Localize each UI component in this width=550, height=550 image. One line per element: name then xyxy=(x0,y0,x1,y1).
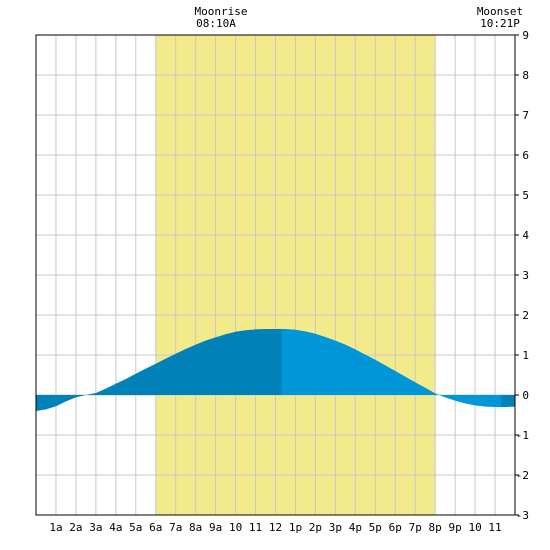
x-tick-label: 3p xyxy=(329,521,342,534)
x-tick-label: 12 xyxy=(269,521,282,534)
y-tick-label: 4 xyxy=(522,229,529,242)
y-tick-label: 6 xyxy=(522,149,529,162)
y-tick-label: 5 xyxy=(522,189,529,202)
x-tick-label: 2a xyxy=(69,521,82,534)
moonset-time: 10:21P xyxy=(480,17,520,30)
y-tick-label: -3 xyxy=(516,509,529,522)
x-tick-label: 3a xyxy=(89,521,102,534)
x-tick-label: 10 xyxy=(468,521,481,534)
x-tick-label: 5p xyxy=(369,521,382,534)
x-tick-label: 4p xyxy=(349,521,362,534)
x-tick-label: 6p xyxy=(389,521,402,534)
x-tick-label: 9a xyxy=(209,521,222,534)
moonrise-time: 08:10A xyxy=(196,17,236,30)
moonrise-label: Moonrise xyxy=(195,5,248,18)
x-tick-label: 2p xyxy=(309,521,322,534)
x-tick-label: 7a xyxy=(169,521,182,534)
y-tick-label: -2 xyxy=(516,469,529,482)
x-tick-label: 8p xyxy=(429,521,442,534)
x-tick-label: 5a xyxy=(129,521,142,534)
x-tick-label: 1a xyxy=(49,521,62,534)
x-tick-label: 11 xyxy=(488,521,501,534)
x-tick-label: 9p xyxy=(449,521,462,534)
y-tick-label: 0 xyxy=(522,389,529,402)
y-tick-label: 2 xyxy=(522,309,529,322)
x-tick-label: 6a xyxy=(149,521,162,534)
y-tick-label: 8 xyxy=(522,69,529,82)
x-tick-label: 11 xyxy=(249,521,262,534)
tide-area-falling xyxy=(281,329,501,407)
y-tick-label: 3 xyxy=(522,269,529,282)
y-tick-label: 7 xyxy=(522,109,529,122)
y-tick-label: -1 xyxy=(516,429,529,442)
x-tick-label: 4a xyxy=(109,521,122,534)
tide-area-rising-late xyxy=(501,395,515,407)
tide-area-rising xyxy=(36,329,282,411)
x-tick-label: 10 xyxy=(229,521,242,534)
moonset-label: Moonset xyxy=(477,5,523,18)
x-tick-label: 8a xyxy=(189,521,202,534)
x-tick-label: 7p xyxy=(409,521,422,534)
y-tick-label: 1 xyxy=(522,349,529,362)
y-tick-label: 9 xyxy=(522,29,529,42)
x-tick-label: 1p xyxy=(289,521,302,534)
